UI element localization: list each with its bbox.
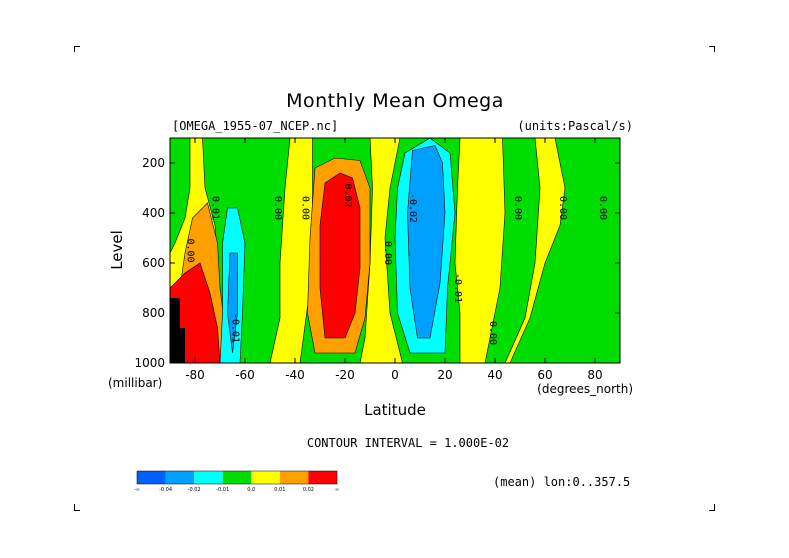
colorbar-label: 0.01 [274, 487, 285, 493]
colorbar-label: -0.01 [216, 487, 229, 493]
lightblue-blob-south [227, 252, 238, 354]
crop-mark-top-left [74, 46, 80, 52]
x-axis: -80 -60 -40 -20 0 20 40 60 80 [185, 138, 603, 382]
contour-labels: 0.00 0.01 0.00 0.00 0.02 0.00 -0.02 0.00 0.00 0.0… [185, 183, 609, 345]
colorbar-label: -∞ [134, 487, 140, 493]
red-core-southern-hadley [319, 172, 361, 339]
colorbar-label: -0.02 [188, 487, 201, 493]
y-axis: 1000 800 600 400 200 [134, 156, 620, 370]
colorbar-label: -0.04 [159, 487, 172, 493]
contour-label: 0.00 [487, 321, 498, 345]
colorbar: -∞ -0.04 -0.02 -0.01 0.0 0.01 0.02 ∞ [134, 470, 339, 493]
y-tick-label: 800 [142, 306, 165, 320]
x-tick-label: 0 [391, 368, 399, 382]
contour-label: 0.00 [272, 196, 283, 220]
x-tick-label: -80 [185, 368, 205, 382]
missing-data-patch [170, 298, 185, 363]
contour-label: -0.01 [230, 313, 241, 343]
chart-title: Monthly Mean Omega [286, 90, 504, 112]
contour-label: -0.02 [407, 193, 418, 223]
colorbar-label: ∞ [335, 487, 339, 493]
y-tick-label: 600 [142, 256, 165, 270]
lightblue-blob-equatorial [407, 145, 446, 339]
contour-label: 0.00 [185, 238, 196, 262]
crop-mark-top-right [709, 46, 715, 52]
colorbar-swatch [279, 471, 309, 484]
x-tick-label: 80 [587, 368, 602, 382]
y-tick-label: 1000 [134, 356, 165, 370]
green-band-north-highlat [509, 138, 620, 363]
colorbar-swatch [137, 471, 166, 484]
colorbar-swatch [222, 471, 252, 484]
x-axis-units: (degrees_north) [537, 382, 633, 396]
y-axis-units: (millibar) [108, 376, 162, 390]
y-tick-label: 400 [142, 206, 165, 220]
contour-label: -0.01 [452, 273, 463, 303]
contour-label: 0.01 [210, 196, 221, 220]
x-tick-label: -60 [235, 368, 255, 382]
colorbar-swatch [194, 471, 223, 484]
contour-label: 0.00 [300, 196, 311, 220]
colorbar-swatch [165, 471, 195, 484]
green-band-north-midlat [484, 138, 541, 363]
y-tick-label: 200 [142, 156, 165, 170]
contour-label: 0.00 [557, 196, 568, 220]
mean-longitude-note: (mean) lon:0..357.5 [493, 475, 630, 489]
x-tick-label: 60 [537, 368, 552, 382]
units-label: (units:Pascal/s) [517, 119, 633, 133]
contour-regions [170, 138, 620, 363]
dataset-filename: [OMEGA_1955-07_NCEP.nc] [172, 119, 338, 133]
y-axis-label: Level [108, 230, 126, 270]
colorbar-label: 0.0 [247, 487, 255, 493]
x-axis-label: Latitude [364, 401, 426, 419]
crop-mark-bottom-right [709, 504, 715, 511]
x-tick-label: 20 [437, 368, 452, 382]
contour-label: 0.02 [342, 183, 353, 207]
colorbar-swatch [308, 471, 337, 484]
x-tick-label: -40 [285, 368, 305, 382]
colorbar-swatch [251, 471, 280, 484]
x-tick-label: 40 [487, 368, 502, 382]
colorbar-frame [136, 470, 338, 485]
x-tick-label: -20 [335, 368, 355, 382]
crop-marks [74, 46, 715, 511]
contour-interval-note: CONTOUR INTERVAL = 1.000E-02 [307, 436, 509, 450]
colorbar-label: 0.02 [303, 487, 314, 493]
contour-label: 0.00 [597, 196, 608, 220]
green-band-south-pole [170, 138, 191, 254]
contour-plot-area: 0.00 0.01 0.00 0.00 0.02 0.00 -0.02 0.00 0.00 0.0… [170, 138, 620, 363]
contour-label: 0.00 [382, 241, 393, 265]
contour-label: 0.00 [512, 196, 523, 220]
crop-mark-bottom-left [74, 504, 80, 511]
